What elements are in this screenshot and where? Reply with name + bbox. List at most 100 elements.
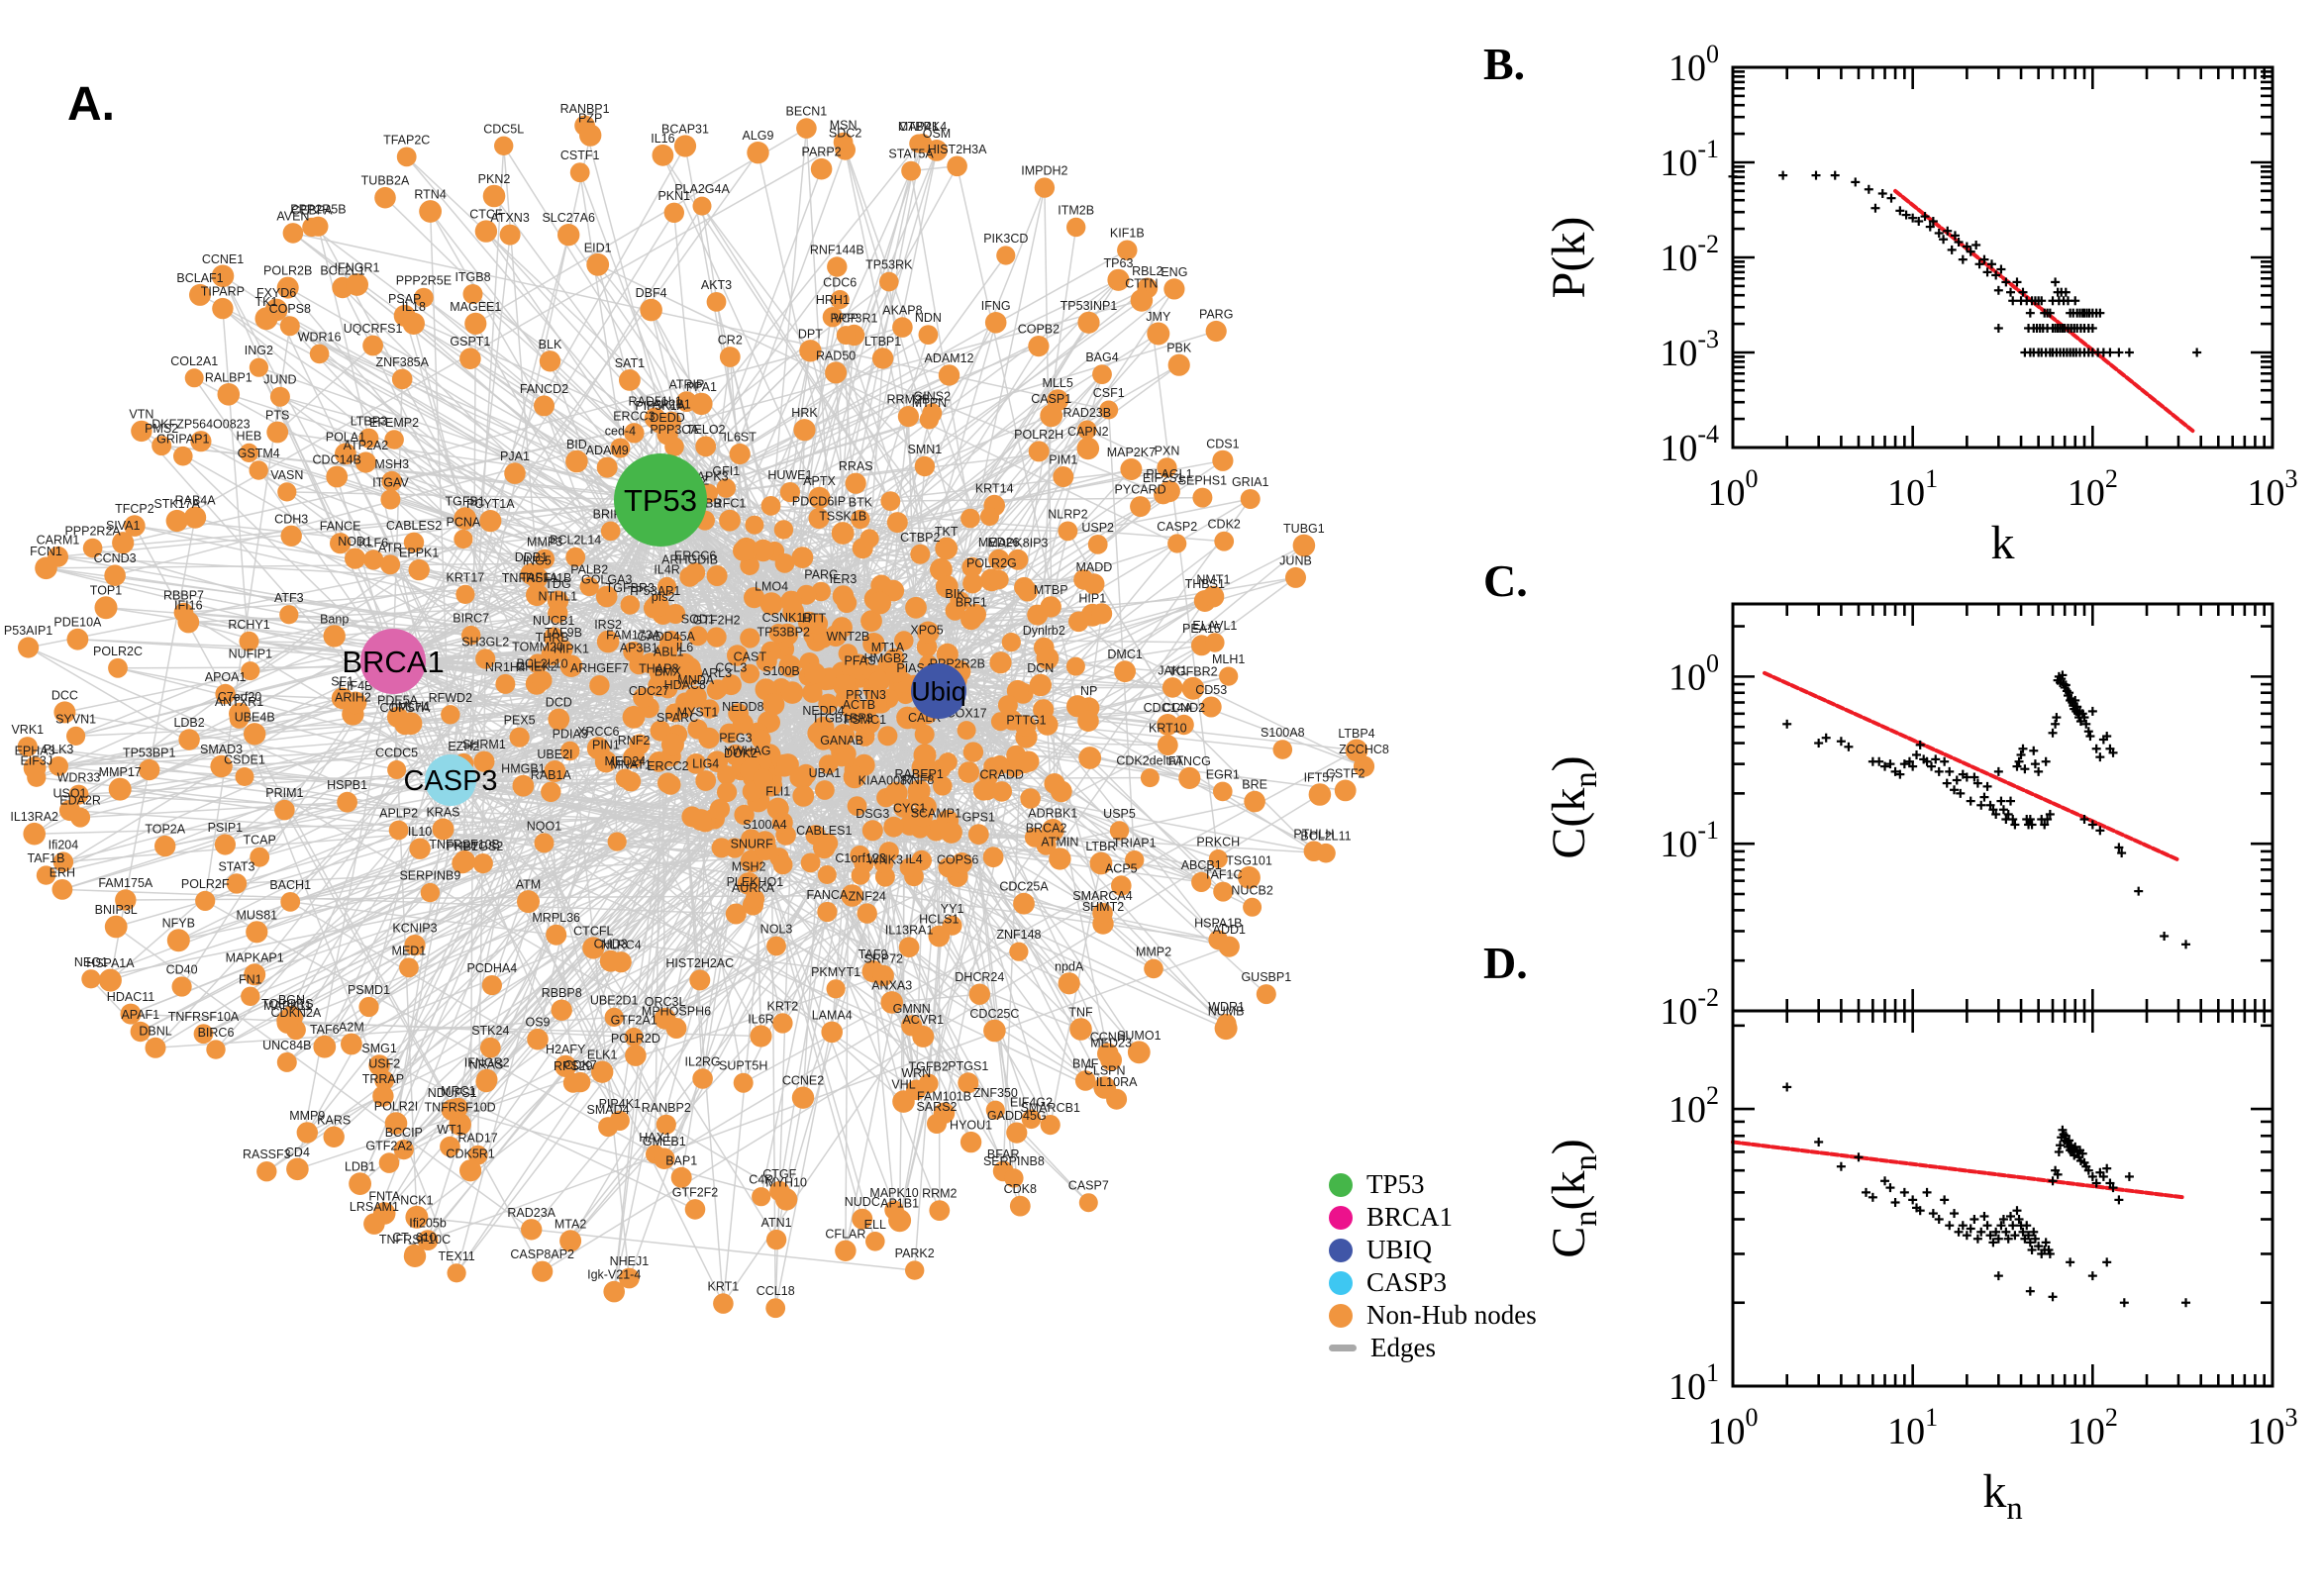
gene-node [883, 816, 904, 838]
gene-label: PJA1 [500, 449, 530, 463]
gene-label: MLH1 [1212, 652, 1245, 666]
gene-node [280, 892, 301, 912]
gene-node [1009, 942, 1029, 961]
gene-label: DBNL [139, 1024, 171, 1038]
gene-label: EPHA3 [15, 745, 55, 758]
gene-node [1127, 1041, 1151, 1064]
gene-label: BIRC6 [198, 1026, 235, 1040]
gene-node [659, 774, 681, 795]
gene-label: STK17A [153, 497, 200, 511]
gene-node [957, 721, 976, 741]
gene-label: MMP17 [99, 765, 142, 779]
gene-label: HDAC11 [107, 990, 154, 1004]
edge [947, 820, 1035, 839]
gene-label: HSPB1 [327, 778, 367, 792]
gene-node [817, 865, 837, 884]
gene-node [254, 307, 278, 331]
gene-node [892, 317, 913, 338]
edge [1074, 543, 1178, 667]
gene-node [535, 549, 556, 569]
gene-label: SMARCB1 [1020, 1101, 1079, 1115]
gene-node [692, 1068, 713, 1089]
edge [306, 707, 650, 1134]
gene-label: NUMB [1208, 1005, 1245, 1019]
gene-node [193, 1024, 214, 1045]
gene-node [759, 592, 783, 616]
gene-node [815, 780, 835, 800]
gene-node [17, 737, 38, 757]
edge [257, 366, 725, 1304]
gene-label: VCP [833, 312, 858, 326]
gene-label: MAP4K4 [898, 120, 947, 134]
gene-label: RASSF3 [243, 1147, 291, 1161]
gene-label: SMAD4 [587, 1103, 630, 1117]
gene-node [358, 428, 379, 449]
gene-node [843, 765, 866, 789]
gene-label: MADD [1075, 560, 1112, 574]
gene-node [309, 344, 330, 364]
gene-node [609, 1110, 630, 1131]
gene-node [532, 670, 553, 691]
gene-label: ABCB1 [1181, 858, 1222, 872]
gene-node [752, 539, 774, 562]
gene-label: CASP8AP2 [510, 1247, 574, 1261]
gene-node [892, 1090, 915, 1113]
gene-node [1125, 850, 1145, 870]
gene-label: TAF1C [1204, 868, 1243, 882]
gene-node [1024, 827, 1045, 848]
gene-node [912, 1025, 935, 1047]
gene-label: BMX [655, 664, 682, 678]
gene-label: CCND2 [1162, 701, 1205, 715]
gene-label: PTGS2 [462, 840, 503, 853]
gene-node [276, 276, 299, 299]
gene-node [619, 369, 641, 391]
gene-label: PIM1 [1049, 453, 1077, 467]
gene-node [330, 533, 352, 554]
gene-node [772, 854, 793, 875]
gene-label: PARP2 [802, 146, 842, 159]
gene-node [579, 576, 599, 597]
gene-label: WRN [901, 1066, 931, 1080]
gene-node [808, 508, 830, 529]
gene-label: PSMC1 [844, 713, 886, 727]
gene-label: EIF2S1 [1143, 471, 1184, 485]
gene-node [454, 849, 476, 872]
edge [781, 771, 969, 1024]
gene-node [845, 472, 866, 494]
gene-node [791, 547, 814, 568]
gene-node [35, 556, 57, 580]
edge [1086, 429, 1167, 468]
gene-label: MAP2K7 [1107, 446, 1156, 459]
gene-node [139, 758, 160, 781]
gene-label: KIAA0087 [858, 774, 914, 788]
gene-label: PDE10A [53, 616, 102, 630]
gene-node [448, 1097, 468, 1118]
gene-label: IFT57 [1304, 771, 1337, 785]
gene-node [1077, 710, 1099, 732]
gene-node [737, 872, 760, 895]
gene-node [885, 660, 908, 683]
gene-label: PXN [1155, 444, 1180, 457]
gene-node [825, 625, 848, 648]
gene-label: MUS81 [236, 908, 277, 922]
gene-node [980, 507, 999, 527]
gene-label: PTS [265, 409, 289, 423]
edge [616, 841, 905, 1103]
gene-label: FAM173A [606, 628, 661, 642]
gene-node [938, 752, 958, 772]
gene-node [766, 936, 786, 956]
gene-label: CD40 [166, 963, 198, 977]
gene-label: P53AIP1 [4, 624, 52, 638]
node-swatch-icon [1329, 1238, 1353, 1262]
gene-label: HSPA1A [86, 956, 135, 970]
gene-label: ZCCHC8 [1339, 743, 1389, 756]
gene-label: BRE [1242, 778, 1267, 792]
gene-node [539, 350, 561, 372]
gene-label: ADRBK1 [1028, 806, 1077, 820]
gene-node [1077, 420, 1097, 440]
gene-node [654, 1147, 675, 1169]
edge [835, 150, 938, 637]
gene-node [740, 628, 760, 648]
gene-label: RAD23A [507, 1206, 556, 1220]
